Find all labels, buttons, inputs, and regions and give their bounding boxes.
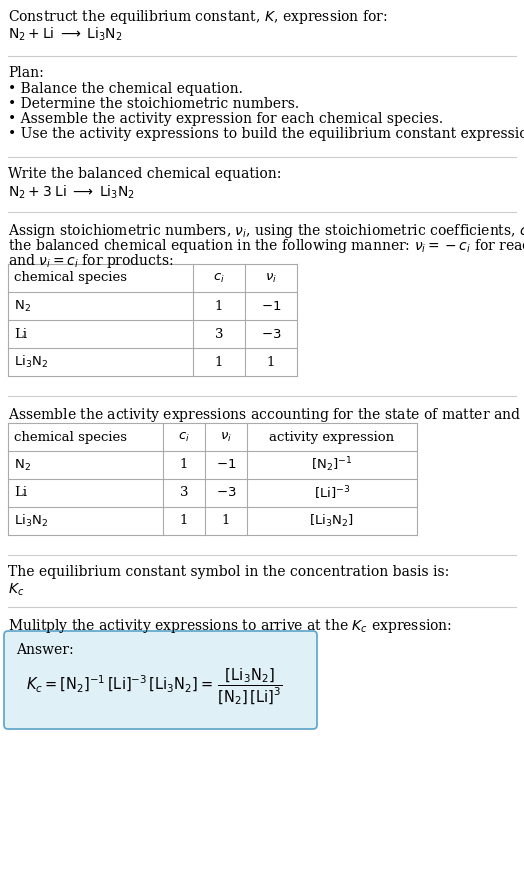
FancyBboxPatch shape	[4, 631, 317, 729]
Text: $-1$: $-1$	[261, 299, 281, 313]
Text: chemical species: chemical species	[14, 430, 127, 444]
Text: $-3$: $-3$	[216, 486, 236, 500]
Text: $K_c = [\mathrm{N_2}]^{-1}\,[\mathrm{Li}]^{-3}\,[\mathrm{Li_3N_2}] =\,\dfrac{[\m: $K_c = [\mathrm{N_2}]^{-1}\,[\mathrm{Li}…	[26, 666, 282, 707]
Text: $\mathrm{N_2}$: $\mathrm{N_2}$	[14, 298, 31, 314]
Text: $c_i$: $c_i$	[213, 272, 225, 284]
Text: 1: 1	[215, 299, 223, 313]
Text: $\nu_i$: $\nu_i$	[265, 272, 277, 284]
Text: $\mathrm{Li_3N_2}$: $\mathrm{Li_3N_2}$	[14, 513, 48, 529]
Text: $[\mathrm{N_2}]^{-1}$: $[\mathrm{N_2}]^{-1}$	[311, 455, 353, 474]
Text: • Assemble the activity expression for each chemical species.: • Assemble the activity expression for e…	[8, 112, 443, 126]
Text: $-3$: $-3$	[261, 328, 281, 340]
Text: $K_c$: $K_c$	[8, 582, 24, 599]
Text: • Balance the chemical equation.: • Balance the chemical equation.	[8, 82, 243, 96]
Text: 1: 1	[180, 514, 188, 527]
Text: 1: 1	[222, 514, 230, 527]
Text: $\nu_i$: $\nu_i$	[220, 430, 232, 444]
Text: Construct the equilibrium constant, $K$, expression for:: Construct the equilibrium constant, $K$,…	[8, 8, 388, 26]
Text: Answer:: Answer:	[16, 643, 74, 657]
Text: Mulitply the activity expressions to arrive at the $K_c$ expression:: Mulitply the activity expressions to arr…	[8, 617, 452, 635]
Text: • Determine the stoichiometric numbers.: • Determine the stoichiometric numbers.	[8, 97, 299, 111]
Text: the balanced chemical equation in the following manner: $\nu_i = -c_i$ for react: the balanced chemical equation in the fo…	[8, 237, 524, 255]
Text: chemical species: chemical species	[14, 272, 127, 284]
Text: 1: 1	[180, 459, 188, 471]
Text: and $\nu_i = c_i$ for products:: and $\nu_i = c_i$ for products:	[8, 252, 173, 270]
Text: Plan:: Plan:	[8, 66, 43, 80]
Text: $-1$: $-1$	[216, 459, 236, 471]
Text: $\mathrm{N_2}$: $\mathrm{N_2}$	[14, 457, 31, 472]
Text: $[\mathrm{Li_3N_2}]$: $[\mathrm{Li_3N_2}]$	[310, 513, 355, 529]
Text: Li: Li	[14, 486, 27, 500]
Text: Assign stoichiometric numbers, $\nu_i$, using the stoichiometric coefficients, $: Assign stoichiometric numbers, $\nu_i$, …	[8, 222, 524, 240]
Text: $\mathrm{N_2 + Li \;\longrightarrow\; Li_3N_2}$: $\mathrm{N_2 + Li \;\longrightarrow\; Li…	[8, 26, 123, 44]
Text: $[\mathrm{Li}]^{-3}$: $[\mathrm{Li}]^{-3}$	[314, 484, 350, 502]
Text: $\mathrm{Li_3N_2}$: $\mathrm{Li_3N_2}$	[14, 354, 48, 370]
Text: 3: 3	[180, 486, 188, 500]
Text: activity expression: activity expression	[269, 430, 395, 444]
Text: 1: 1	[215, 356, 223, 369]
Text: $\mathrm{N_2 + 3\; Li \;\longrightarrow\; Li_3N_2}$: $\mathrm{N_2 + 3\; Li \;\longrightarrow\…	[8, 184, 135, 201]
Text: The equilibrium constant symbol in the concentration basis is:: The equilibrium constant symbol in the c…	[8, 565, 449, 579]
Text: $c_i$: $c_i$	[178, 430, 190, 444]
Text: Li: Li	[14, 328, 27, 340]
Text: 1: 1	[267, 356, 275, 369]
Text: Assemble the activity expressions accounting for the state of matter and $\nu_i$: Assemble the activity expressions accoun…	[8, 406, 524, 424]
Text: Write the balanced chemical equation:: Write the balanced chemical equation:	[8, 167, 281, 181]
Text: 3: 3	[215, 328, 223, 340]
Text: • Use the activity expressions to build the equilibrium constant expression.: • Use the activity expressions to build …	[8, 127, 524, 141]
